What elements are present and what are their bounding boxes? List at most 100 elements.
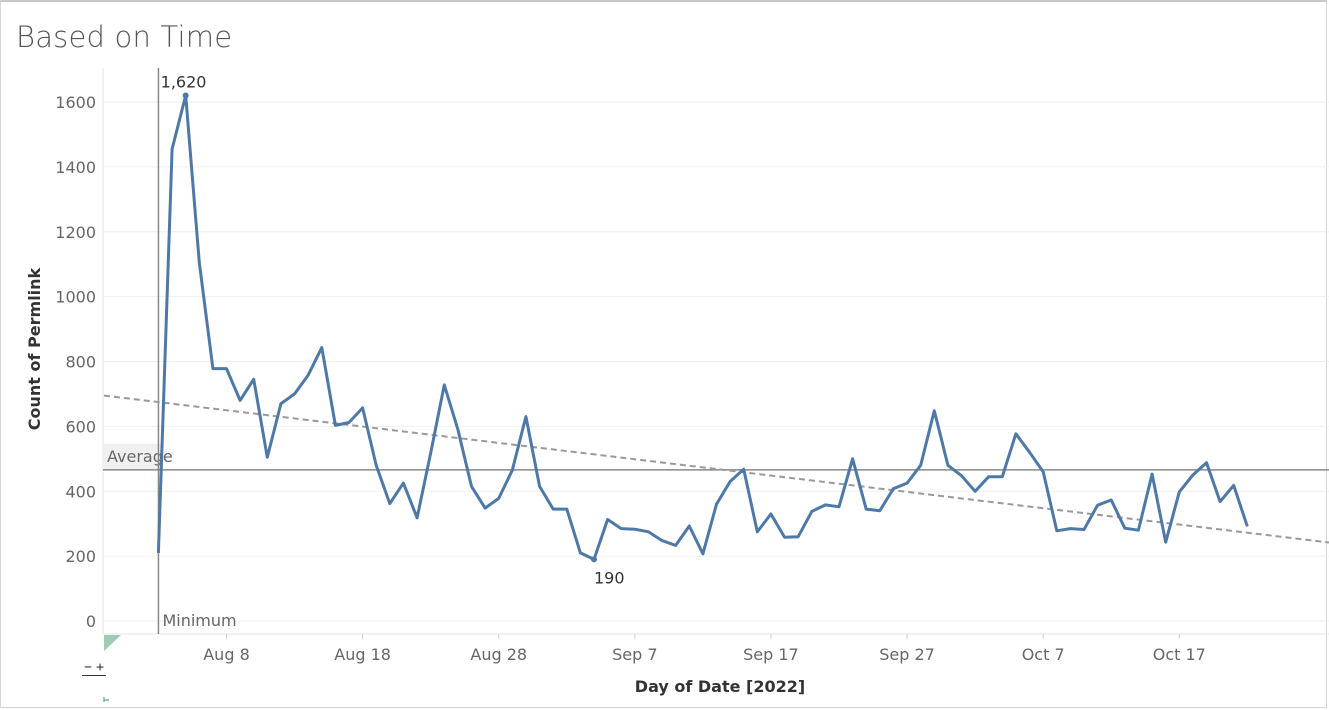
data-point[interactable] — [279, 402, 282, 405]
data-point[interactable] — [892, 487, 895, 490]
data-point[interactable] — [729, 480, 732, 483]
annotations: 1,620 190 — [161, 73, 625, 588]
data-point[interactable] — [960, 474, 963, 477]
data-point[interactable] — [769, 512, 772, 515]
data-point[interactable] — [524, 415, 527, 418]
data-point[interactable] — [252, 378, 255, 381]
data-point[interactable] — [974, 490, 977, 493]
data-point[interactable] — [647, 530, 650, 533]
data-point[interactable] — [715, 503, 718, 506]
data-point[interactable] — [1014, 432, 1017, 435]
data-point[interactable] — [1191, 474, 1194, 477]
average-reference-label: Average — [107, 447, 173, 466]
x-tick-label: Sep 27 — [879, 645, 935, 664]
data-point[interactable] — [688, 524, 691, 527]
y-tick-label: 400 — [65, 482, 96, 501]
data-point[interactable] — [674, 544, 677, 547]
data-point[interactable] — [865, 508, 868, 511]
data-point[interactable] — [456, 428, 459, 431]
data-point[interactable] — [320, 346, 323, 349]
data-point[interactable] — [334, 424, 337, 427]
y-tick-label: 800 — [65, 353, 96, 372]
data-point[interactable] — [348, 421, 351, 424]
data-point[interactable] — [579, 551, 582, 554]
data-point[interactable] — [470, 485, 473, 488]
data-point[interactable] — [1137, 529, 1140, 532]
data-point[interactable] — [1055, 529, 1058, 532]
data-point[interactable] — [824, 503, 827, 506]
data-point[interactable] — [211, 367, 214, 370]
data-point[interactable] — [293, 392, 296, 395]
data-point[interactable] — [783, 536, 786, 539]
series-line[interactable] — [156, 94, 1249, 561]
data-point[interactable] — [538, 485, 541, 488]
data-point[interactable] — [443, 383, 446, 386]
data-point[interactable] — [919, 464, 922, 467]
data-point[interactable] — [946, 464, 949, 467]
zoom-out-icon[interactable]: − — [82, 660, 94, 676]
data-point[interactable] — [756, 530, 759, 533]
data-point[interactable] — [1178, 490, 1181, 493]
y-tick-label: 0 — [86, 612, 96, 631]
data-point[interactable] — [1232, 484, 1235, 487]
data-point[interactable] — [661, 539, 664, 542]
gridlines — [102, 68, 1329, 635]
data-point[interactable] — [1205, 461, 1208, 464]
data-point[interactable] — [1001, 475, 1004, 478]
axis-scroll-handle-icon[interactable] — [103, 635, 121, 702]
data-point[interactable] — [375, 464, 378, 467]
data-point[interactable] — [416, 516, 419, 519]
x-tick-label: Sep 7 — [612, 645, 657, 664]
data-point[interactable] — [797, 535, 800, 538]
data-point[interactable] — [225, 367, 228, 370]
data-point[interactable] — [851, 457, 854, 460]
data-point[interactable] — [1042, 470, 1045, 473]
data-point[interactable] — [906, 482, 909, 485]
x-tick-label: Aug 18 — [334, 645, 391, 664]
data-point[interactable] — [1083, 528, 1086, 531]
annotated-point-marker[interactable] — [591, 556, 597, 563]
data-point[interactable] — [878, 509, 881, 512]
zoom-controls[interactable]: − + — [82, 660, 110, 676]
data-point[interactable] — [266, 456, 269, 459]
y-tick-label: 1000 — [55, 288, 96, 307]
data-point[interactable] — [1164, 541, 1167, 544]
data-point[interactable] — [497, 497, 500, 500]
data-point[interactable] — [701, 552, 704, 555]
data-point[interactable] — [429, 451, 432, 454]
data-point[interactable] — [1028, 451, 1031, 454]
zoom-in-icon[interactable]: + — [94, 660, 106, 676]
data-point[interactable] — [402, 482, 405, 485]
data-point[interactable] — [1110, 499, 1113, 502]
y-axis-label: Count of Permlink — [25, 267, 44, 430]
data-point[interactable] — [810, 510, 813, 513]
data-point[interactable] — [1069, 527, 1072, 530]
data-point[interactable] — [484, 507, 487, 510]
annotated-point-marker[interactable] — [182, 92, 189, 99]
data-point[interactable] — [742, 468, 745, 471]
data-point[interactable] — [198, 261, 201, 264]
data-point[interactable] — [933, 409, 936, 412]
data-point[interactable] — [307, 374, 310, 377]
data-point[interactable] — [1246, 525, 1249, 528]
data-point[interactable] — [987, 475, 990, 478]
data-point[interactable] — [838, 505, 841, 508]
data-point[interactable] — [511, 469, 514, 472]
data-point[interactable] — [1219, 500, 1222, 503]
data-point[interactable] — [1096, 504, 1099, 507]
data-point[interactable] — [606, 518, 609, 521]
data-point[interactable] — [361, 406, 364, 409]
data-point[interactable] — [157, 551, 160, 554]
data-point[interactable] — [239, 399, 242, 402]
data-point[interactable] — [171, 148, 174, 151]
data-point[interactable] — [1151, 473, 1154, 476]
data-point[interactable] — [388, 502, 391, 505]
data-annotation-label: 190 — [594, 568, 625, 587]
data-point[interactable] — [552, 508, 555, 511]
data-point[interactable] — [1123, 527, 1126, 530]
data-point[interactable] — [633, 528, 636, 531]
data-point[interactable] — [620, 527, 623, 530]
data-point[interactable] — [565, 508, 568, 511]
trend-line[interactable] — [103, 394, 1329, 544]
